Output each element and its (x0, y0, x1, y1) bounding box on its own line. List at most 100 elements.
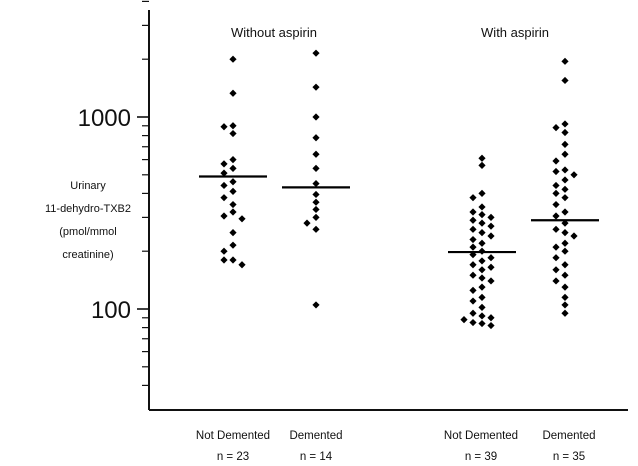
data-point (561, 208, 569, 216)
data-point (220, 194, 228, 202)
y-tick-label: 100 (91, 297, 131, 324)
data-point (478, 239, 486, 247)
data-point (487, 263, 495, 271)
data-point (478, 211, 486, 219)
data-point (552, 212, 560, 220)
y-tick-label: 1000 (78, 105, 131, 132)
data-point (561, 120, 569, 128)
data-point (312, 83, 320, 91)
data-point (478, 312, 486, 320)
data-point (220, 256, 228, 264)
data-point (561, 247, 569, 255)
data-point (229, 178, 237, 186)
data-point (478, 228, 486, 237)
data-point (487, 277, 495, 285)
group-title-without-aspirin: Without aspirin (231, 25, 317, 40)
data-point (487, 314, 495, 322)
data-point (561, 140, 569, 148)
data-point (552, 277, 560, 285)
data-point (229, 164, 237, 172)
data-point (229, 187, 237, 195)
data-point (561, 76, 569, 85)
data-point (478, 203, 486, 211)
data-point (487, 232, 495, 240)
data-point (229, 129, 237, 138)
data-point (561, 293, 569, 301)
data-point (312, 213, 320, 221)
data-point (229, 256, 237, 264)
data-point (552, 200, 560, 209)
data-point (561, 309, 569, 317)
data-point (561, 261, 569, 269)
data-point (570, 171, 578, 179)
data-point (561, 283, 569, 291)
data-point (561, 128, 569, 137)
data-point (478, 283, 486, 291)
y-axis-label-line: creatinine) (62, 249, 114, 261)
y-axis-label: Urinary 11-dehydro-TXB2 (pmol/mmol creat… (14, 175, 134, 267)
data-point (469, 208, 477, 216)
data-point (229, 89, 237, 97)
data-point (478, 219, 486, 227)
data-point (229, 208, 237, 216)
data-point (229, 228, 237, 237)
data-point (460, 316, 468, 324)
data-point (552, 243, 560, 251)
data-point (561, 57, 569, 65)
data-point (469, 318, 477, 327)
data-point (487, 222, 495, 230)
data-point (238, 215, 246, 223)
data-point (487, 254, 495, 262)
data-point (487, 321, 495, 330)
data-point (561, 176, 569, 184)
data-point (220, 169, 228, 177)
data-point (552, 181, 560, 190)
data-point (220, 247, 228, 255)
data-point (312, 49, 320, 57)
data-point (229, 55, 237, 63)
data-point (561, 239, 569, 247)
data-point (487, 213, 495, 221)
data-point (469, 216, 477, 224)
data-point (561, 219, 569, 227)
data-point (552, 124, 560, 132)
y-axis-label-line: Urinary (70, 180, 106, 192)
data-point (478, 293, 486, 301)
data-point (312, 179, 320, 188)
data-point (561, 271, 569, 279)
category-label: Not Demented (443, 430, 519, 442)
data-point (552, 225, 560, 233)
data-point (469, 261, 477, 269)
data-point (561, 301, 569, 309)
data-point (561, 194, 569, 202)
n-count-label: n = 23 (216, 451, 250, 463)
data-point (478, 319, 486, 328)
y-axis-label-line: 11-dehydro-TXB2 (44, 203, 131, 215)
data-point (478, 247, 486, 255)
data-point (469, 271, 477, 279)
n-count-label: n = 39 (464, 451, 498, 463)
data-point (229, 155, 237, 164)
data-point (220, 123, 228, 131)
data-point (469, 309, 477, 317)
category-label: Demented (542, 430, 596, 442)
category-label: Not Demented (195, 430, 271, 442)
y-axis-label-line: (pmol/mmol (59, 226, 117, 238)
data-point (312, 150, 320, 158)
data-point (469, 225, 477, 233)
n-count-label: n = 35 (552, 451, 586, 463)
data-point (312, 198, 320, 206)
data-point (552, 167, 560, 176)
data-point (478, 154, 486, 162)
data-point (561, 166, 569, 174)
data-point (570, 232, 578, 240)
data-point (312, 205, 320, 214)
data-point (478, 257, 486, 265)
category-label: Demented (289, 430, 343, 442)
data-point (312, 190, 320, 199)
data-point (303, 219, 311, 227)
data-point (478, 303, 486, 311)
data-point (561, 185, 569, 193)
data-point (238, 261, 246, 269)
